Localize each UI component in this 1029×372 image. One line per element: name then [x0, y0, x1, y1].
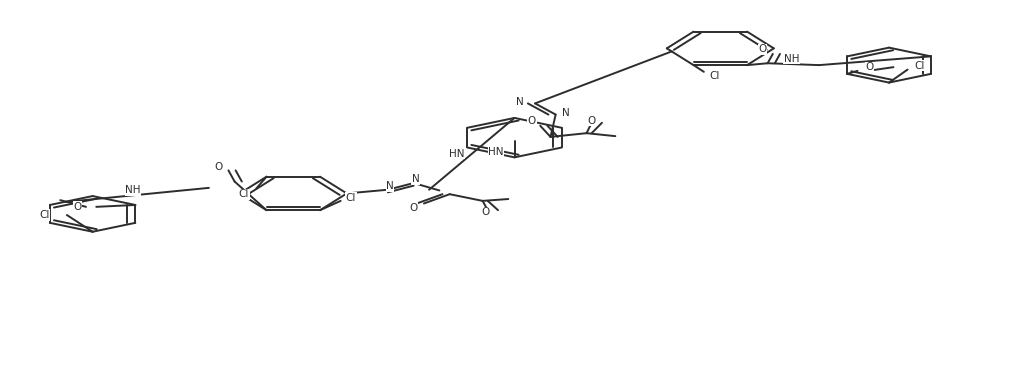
Text: Cl: Cl: [39, 210, 49, 220]
Text: N: N: [386, 181, 394, 191]
Text: N: N: [516, 97, 524, 106]
Text: O: O: [588, 116, 596, 126]
Text: N: N: [562, 108, 570, 118]
Text: O: O: [214, 162, 222, 171]
Text: O: O: [865, 62, 874, 72]
Text: HN: HN: [488, 147, 504, 157]
Text: O: O: [528, 116, 536, 126]
Text: HN: HN: [449, 149, 464, 159]
Text: Cl: Cl: [346, 193, 356, 203]
Text: O: O: [758, 45, 767, 54]
Text: NH: NH: [783, 54, 800, 64]
Text: N: N: [412, 174, 420, 184]
Text: NH: NH: [126, 185, 141, 195]
Text: Cl: Cl: [709, 71, 719, 80]
Text: Cl: Cl: [239, 189, 249, 199]
Text: O: O: [482, 207, 490, 217]
Text: O: O: [410, 203, 418, 213]
Text: Cl: Cl: [915, 61, 925, 71]
Text: O: O: [74, 202, 82, 212]
